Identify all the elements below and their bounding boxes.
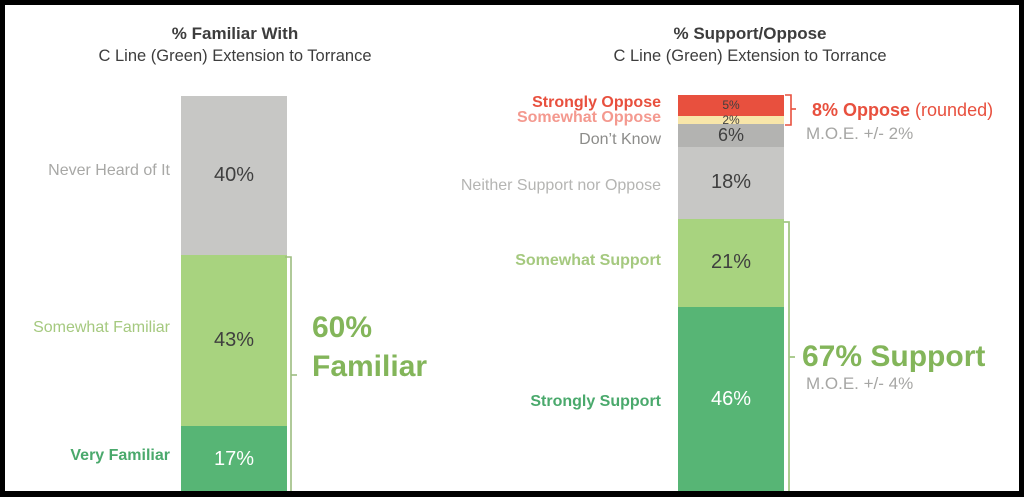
segment-value-label: 43% xyxy=(213,329,255,351)
familiar-callout-line2: Familiar xyxy=(312,350,428,383)
bar-segment-dont-know: 6% xyxy=(678,123,784,147)
category-label-never-heard: Never Heard of It xyxy=(48,162,170,179)
familiar-title-line1: % Familiar With xyxy=(171,24,299,43)
oppose-moe-label: M.O.E. +/- 2% xyxy=(806,124,914,143)
familiar-callout-line1: 60% xyxy=(312,311,373,344)
support-moe-label: M.O.E. +/- 4% xyxy=(806,374,914,393)
bar-segment-somewhat-familiar: 43% xyxy=(181,255,287,426)
oppose-callout-regular: (rounded) xyxy=(910,100,994,120)
category-label-neither: Neither Support nor Oppose xyxy=(460,177,661,194)
bar-segment-somewhat-support: 21% xyxy=(678,218,784,307)
familiar-title-line2: C Line (Green) Extension to Torrance xyxy=(98,47,372,65)
category-label-somewhat-support: Somewhat Support xyxy=(515,252,661,269)
support-stacked-bar: 5% 2% 6% 18% 21% 46% xyxy=(678,95,784,492)
familiar-bracket xyxy=(285,256,297,492)
support-title-line1: % Support/Oppose xyxy=(673,24,827,43)
segment-value-label: 18% xyxy=(710,171,752,194)
segment-value-label: 5% xyxy=(722,98,740,113)
oppose-bracket xyxy=(785,94,796,126)
bar-segment-strongly-support: 46% xyxy=(678,307,784,492)
support-title-line2: C Line (Green) Extension to Torrance xyxy=(613,47,887,65)
segment-value-label: 46% xyxy=(710,388,752,410)
oppose-callout-bold: 8% Oppose xyxy=(812,100,911,120)
support-bracket xyxy=(783,221,795,492)
category-label-dont-know: Don’t Know xyxy=(579,131,661,148)
support-total-callout: 67% Support xyxy=(802,340,986,373)
bar-segment-never-heard: 40% xyxy=(181,96,287,255)
category-label-strongly-oppose: Strongly Oppose xyxy=(532,94,661,111)
oppose-total-callout: 8% Oppose (rounded) xyxy=(812,100,993,121)
segment-value-label: 40% xyxy=(213,164,255,186)
segment-value-label: 21% xyxy=(710,251,752,274)
category-label-somewhat-oppose: Somewhat Oppose xyxy=(516,109,661,126)
bar-segment-neither: 18% xyxy=(678,147,784,219)
bar-segment-strongly-oppose: 5% xyxy=(678,95,784,116)
segment-value-label: 17% xyxy=(213,447,255,470)
bar-segment-very-familiar: 17% xyxy=(181,426,287,492)
category-label-very-familiar: Very Familiar xyxy=(70,447,170,464)
category-label-strongly-support: Strongly Support xyxy=(530,393,661,410)
familiar-stacked-bar: 40% 43% 17% xyxy=(181,96,287,492)
segment-value-label: 2% xyxy=(722,112,740,127)
category-label-somewhat-familiar: Somewhat Familiar xyxy=(33,319,170,336)
slide-background xyxy=(5,5,1019,491)
segment-value-label: 6% xyxy=(717,124,744,145)
support-chart-title: % Support/Oppose C Line (Green) Extensio… xyxy=(555,22,945,68)
bar-segment-somewhat-oppose: 2% xyxy=(678,112,784,127)
familiar-total-callout: 60% Familiar xyxy=(312,308,427,386)
familiar-chart-title: % Familiar With C Line (Green) Extension… xyxy=(40,22,430,68)
